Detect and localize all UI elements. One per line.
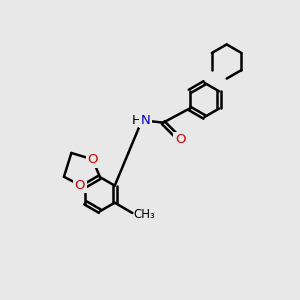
Text: O: O <box>175 133 185 146</box>
Text: O: O <box>87 153 98 166</box>
Text: CH₃: CH₃ <box>134 208 156 221</box>
Text: H: H <box>132 114 142 127</box>
Text: N: N <box>141 114 150 127</box>
Text: O: O <box>75 178 85 191</box>
